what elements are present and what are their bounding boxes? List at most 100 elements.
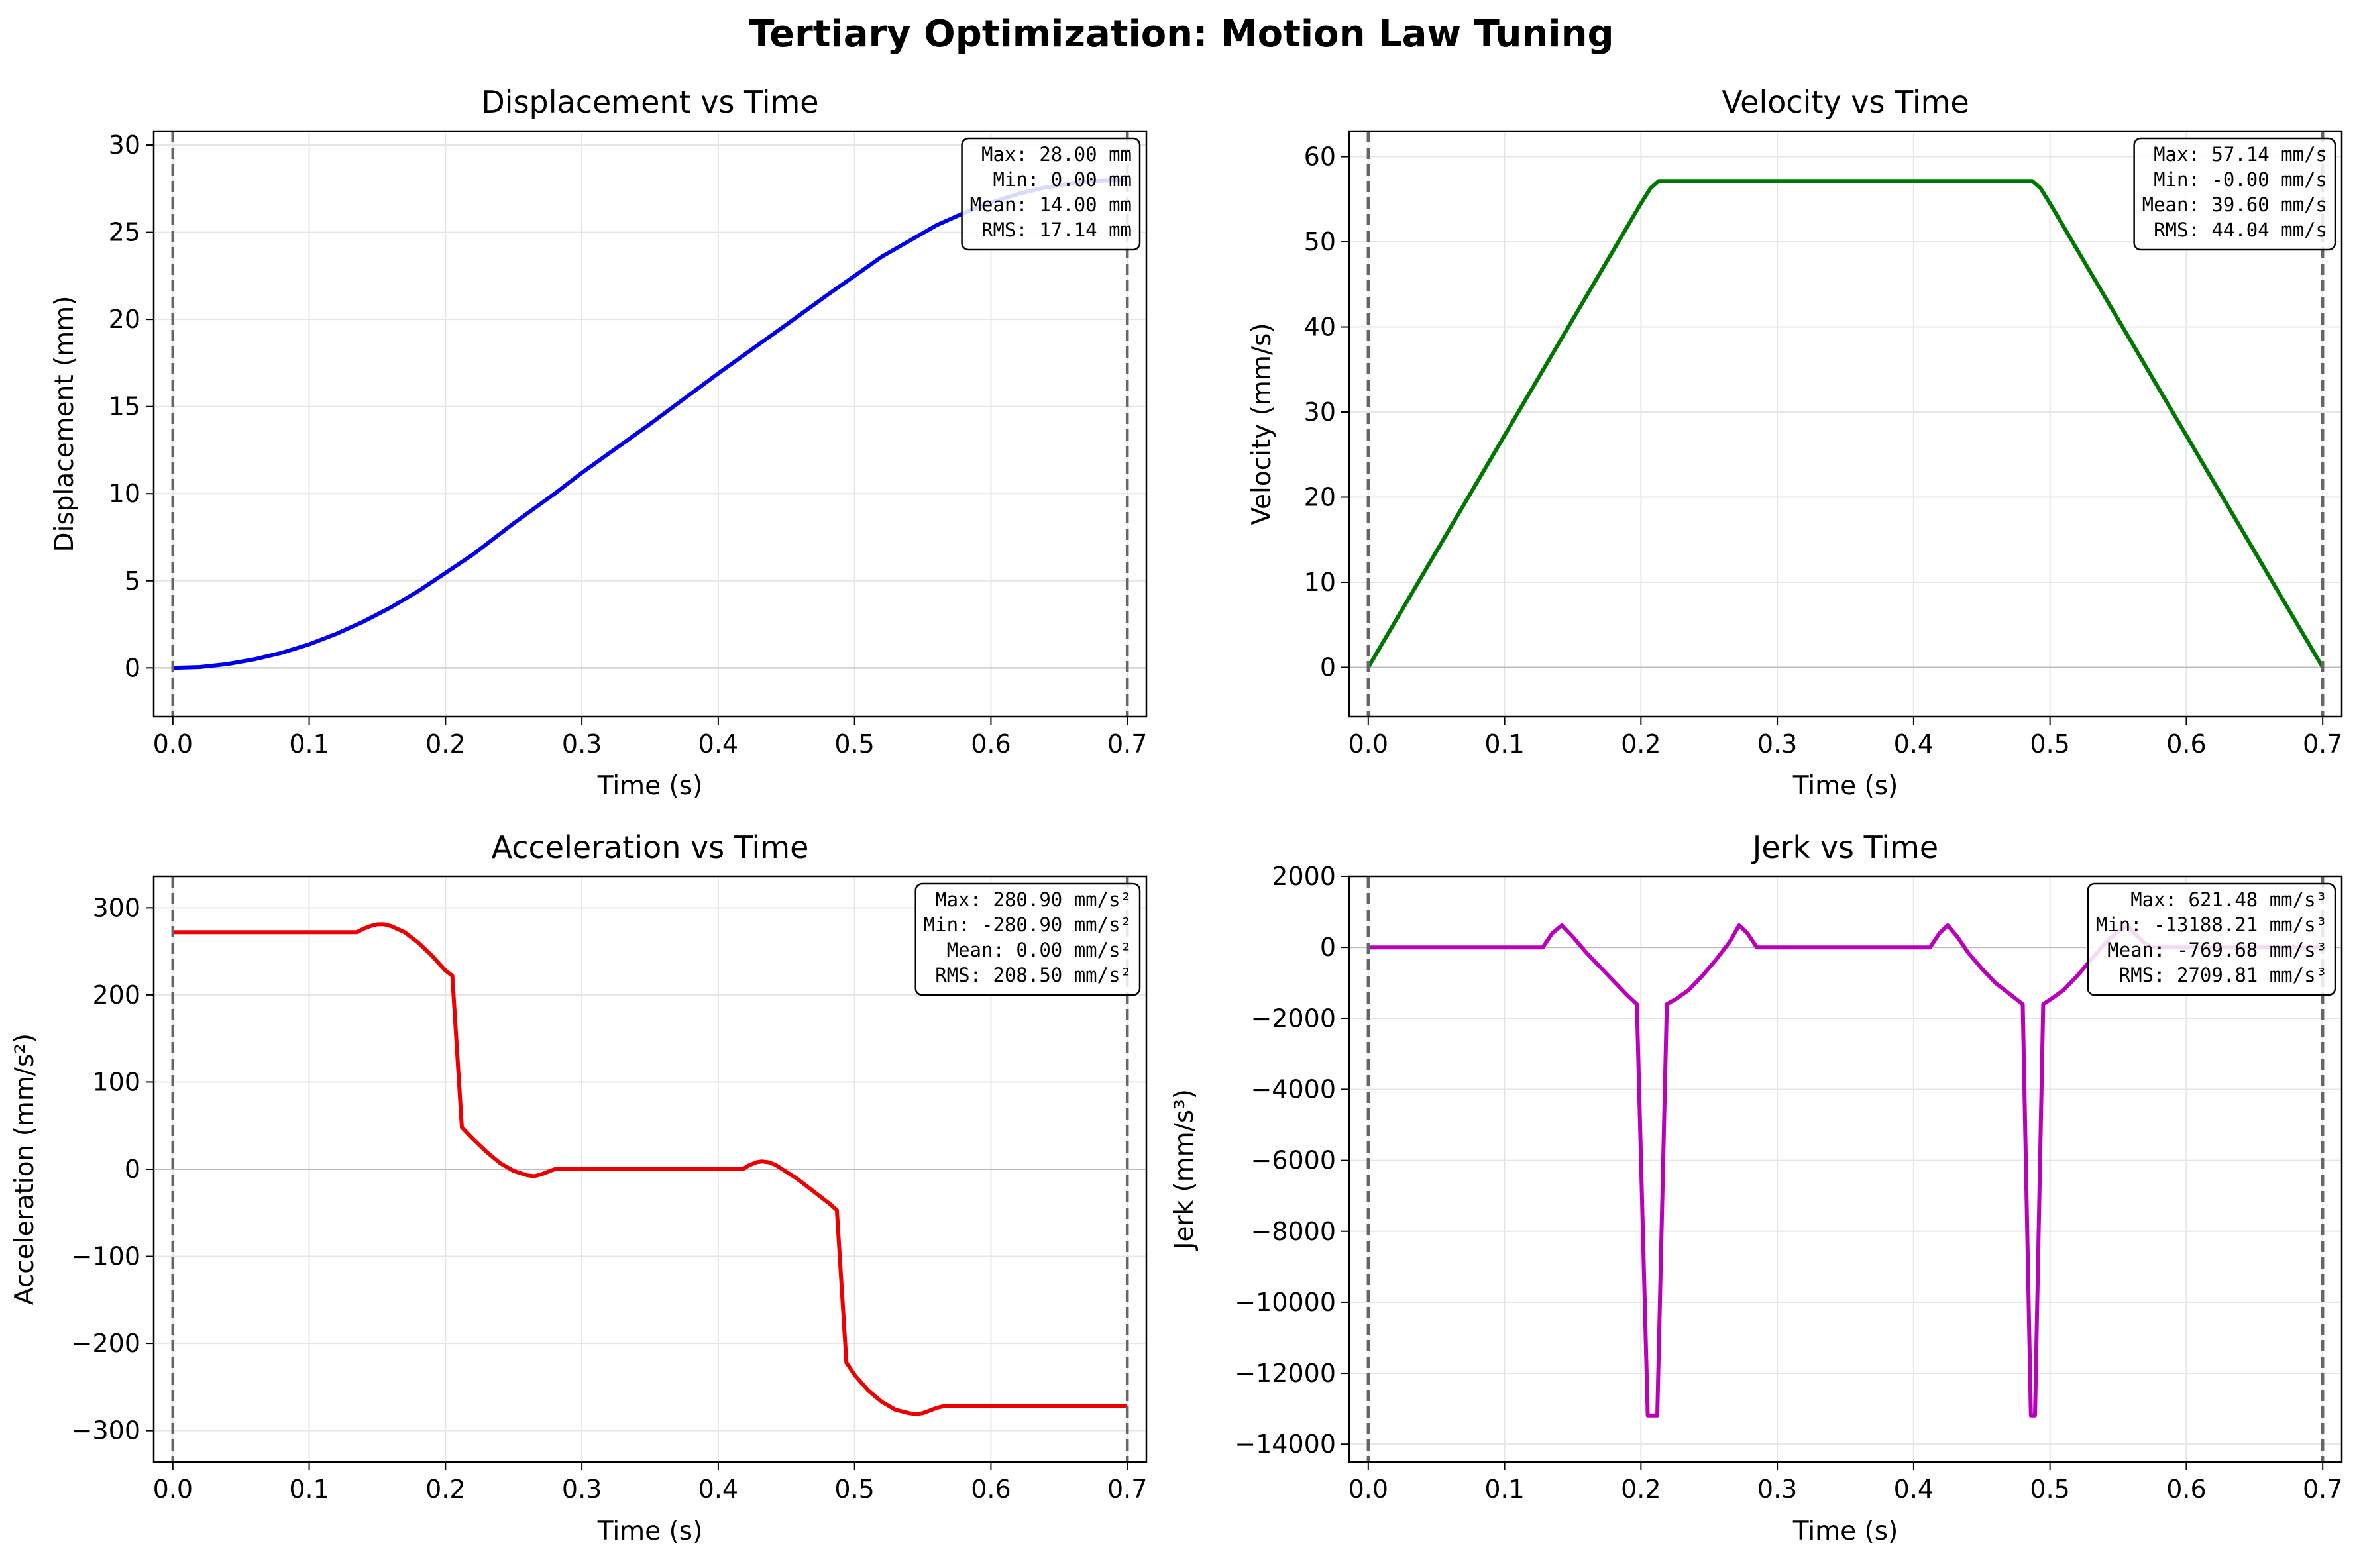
y-tick-label: 30 [1304,397,1336,427]
x-tick-label: 0.2 [425,729,465,758]
x-tick-label: 0.3 [562,729,602,758]
velocity-axes-frame [1348,130,2343,718]
x-axis-label: Time (s) [597,771,703,801]
x-axis-label: Time (s) [1792,1516,1898,1546]
velocity-title: Velocity vs Time [1722,84,1969,120]
y-tick-label: 0 [125,1155,140,1184]
y-tick-label: −100 [72,1242,140,1271]
stats-line: RMS: 2709.81 mm/s³ [2119,964,2327,986]
y-axis-label: Acceleration (mm/s²) [10,1033,40,1305]
x-tick-label: 0.7 [1107,1475,1147,1504]
displacement-axes-frame [152,130,1148,718]
x-tick-label: 0.2 [425,1475,465,1504]
x-tick-label: 0.3 [562,1475,602,1504]
y-tick-label: 30 [109,131,140,160]
y-tick-label: 15 [109,392,140,421]
stats-line: Mean: -769.68 mm/s³ [2107,939,2327,961]
stats-line: RMS: 208.50 mm/s² [935,964,1132,986]
stats-line: Mean: 39.60 mm/s [2142,193,2327,216]
y-tick-label: −10000 [1235,1288,1336,1317]
x-tick-label: 0.0 [1348,729,1388,758]
chart-panels: 0.0 0.1 0.2 0.3 0.4 0.5 0.6 0.7 0 5 10 15 20 25 30 Disp… [10,84,2342,1546]
x-tick-label: 0.6 [2166,729,2206,758]
y-axis-label: Velocity (mm/s) [1247,323,1277,525]
x-tick-label: 0.4 [698,729,738,758]
stats-box-frame [961,137,1141,251]
y-tick-label: 60 [1304,142,1336,172]
displacement-title: Displacement vs Time [481,84,818,120]
y-tick-label: 10 [109,479,140,508]
y-tick-label: 100 [92,1067,140,1096]
x-tick-label: 0.3 [1757,1475,1797,1504]
stats-line: RMS: 17.14 mm [981,219,1132,241]
acceleration-chart: 0.0 0.1 0.2 0.3 0.4 0.5 0.6 0.7 −300 −200 −100 0 100… [10,829,1147,1546]
x-axis-label: Time (s) [597,1516,703,1546]
x-tick-label: 0.7 [2303,729,2342,758]
jerk-chart: 0.0 0.1 0.2 0.3 0.4 0.5 0.6 0.7 −14000 −12000 −100… [1170,829,2342,1546]
y-tick-label: 20 [1304,483,1336,512]
x-tick-label: 0.0 [1348,1475,1388,1504]
y-tick-label: 0 [125,653,140,682]
x-tick-label: 0.6 [971,1475,1011,1504]
y-tick-label: 40 [1304,313,1336,342]
y-tick-label: 5 [125,566,140,596]
stats-box: Max: 280.90 mm/s² Min: -280.90 mm/s² Mean:… [914,882,1141,996]
velocity-chart: 0.0 0.1 0.2 0.3 0.4 0.5 0.6 0.7 0 10 20 30 40 50 60 Vel… [1247,84,2342,801]
x-tick-label: 0.1 [289,729,329,758]
y-tick-label: −2000 [1250,1004,1336,1033]
x-tick-label: 0.1 [1484,1475,1524,1504]
y-tick-label: 2000 [1272,862,1336,891]
y-tick-label: −200 [72,1329,140,1358]
stats-line: Min: -280.90 mm/s² [924,914,1132,936]
y-tick-label: 25 [109,218,140,247]
x-tick-label: 0.6 [2166,1475,2206,1504]
x-tick-label: 0.5 [2030,1475,2069,1504]
stats-line: Mean: 14.00 mm [970,193,1132,216]
x-tick-label: 0.1 [1484,729,1524,758]
y-tick-label: −8000 [1250,1217,1336,1246]
x-tick-label: 0.7 [1107,729,1147,758]
stats-box: Max: 621.48 mm/s³ Min: -13188.21 mm/s³ Mea… [2087,882,2336,996]
x-tick-label: 0.7 [2303,1475,2342,1504]
x-axis-label: Time (s) [1792,771,1898,801]
y-tick-label: 0 [1320,653,1336,682]
y-tick-label: 50 [1304,227,1336,256]
y-axis-label: Jerk (mm/s³) [1170,1089,1199,1251]
x-tick-label: 0.3 [1757,729,1797,758]
x-tick-label: 0.1 [289,1475,329,1504]
y-tick-label: −6000 [1250,1146,1336,1175]
stats-box-frame [2133,137,2336,251]
x-tick-label: 0.5 [2030,729,2069,758]
y-tick-label: 20 [109,305,140,334]
y-tick-label: 10 [1304,568,1336,597]
y-tick-label: −300 [72,1416,140,1445]
y-tick-label: −12000 [1235,1359,1336,1388]
jerk-title: Jerk vs Time [1751,829,1938,865]
figure-title: Tertiary Optimization: Motion Law Tuning [749,13,1614,56]
x-tick-label: 0.0 [153,729,193,758]
acceleration-title: Acceleration vs Time [492,829,809,865]
stats-box-frame [2087,882,2336,996]
jerk-axes-frame [1348,875,2343,1463]
y-tick-label: 0 [1320,933,1336,962]
stats-line: Max: 280.90 mm/s² [935,888,1132,911]
x-tick-label: 0.5 [834,729,874,758]
stats-line: Max: 57.14 mm/s [2154,143,2327,166]
acceleration-line [172,922,1128,1416]
displacement-chart: 0.0 0.1 0.2 0.3 0.4 0.5 0.6 0.7 0 5 10 15 20 25 30 Disp… [50,84,1147,801]
velocity-line [1366,179,2325,669]
y-tick-label: 200 [92,980,140,1010]
x-tick-label: 0.6 [971,729,1011,758]
stats-line: Min: -0.00 mm/s [2154,168,2327,191]
x-tick-label: 0.4 [698,1475,738,1504]
x-tick-label: 0.4 [1894,729,1934,758]
stats-line: Mean: 0.00 mm/s² [947,939,1132,961]
x-tick-label: 0.2 [1621,1475,1661,1504]
x-tick-label: 0.5 [834,1475,874,1504]
stats-line: Min: -13188.21 mm/s³ [2096,914,2327,936]
y-axis-label: Displacement (mm) [50,296,80,552]
x-tick-label: 0.2 [1621,729,1661,758]
